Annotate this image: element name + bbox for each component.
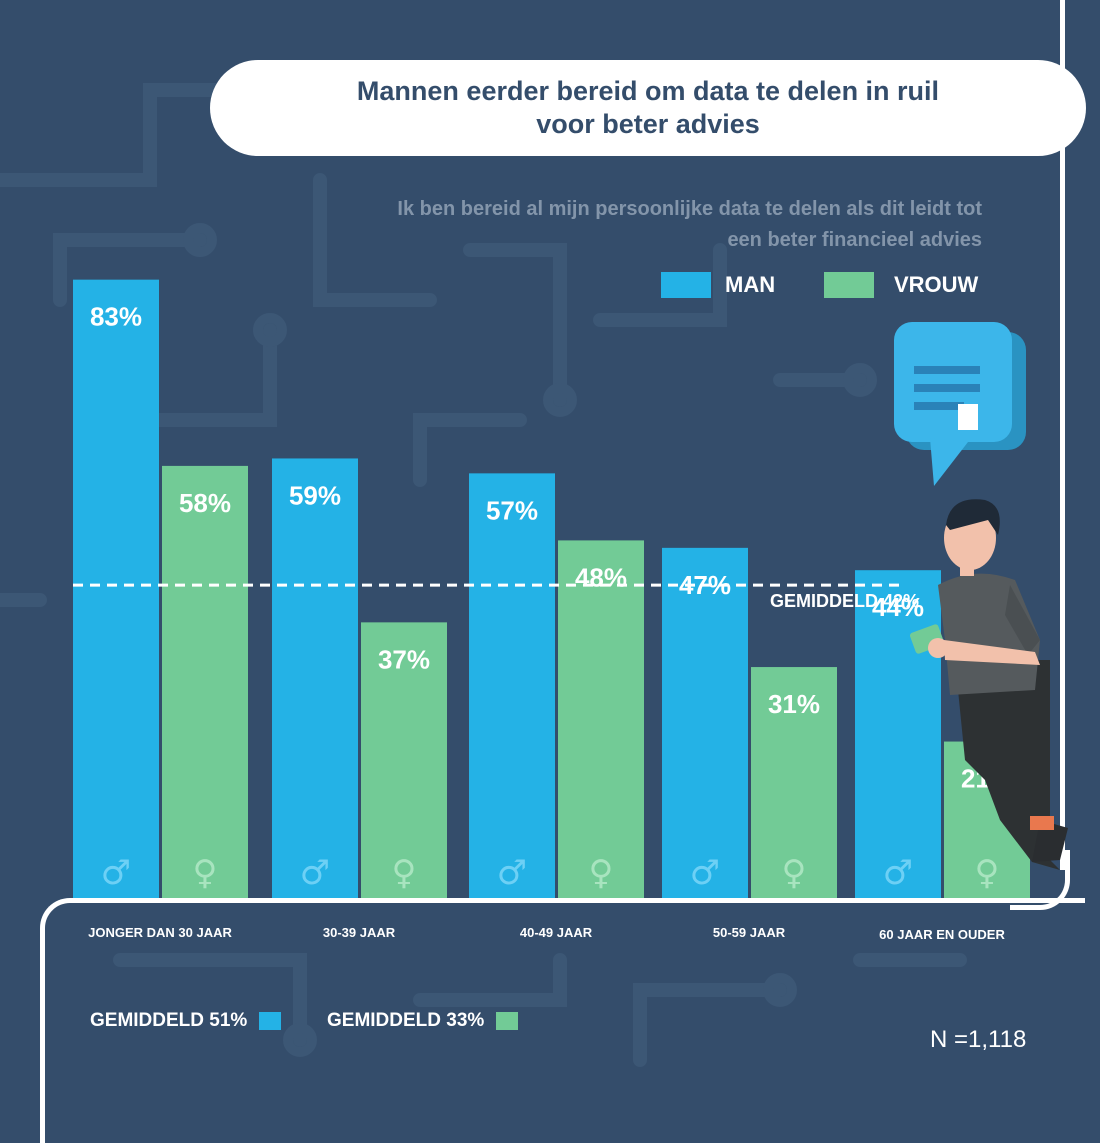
category-label-0: JONGER DAN 30 JAAR	[88, 925, 232, 940]
category-label-3: 50-59 JAAR	[713, 925, 786, 940]
legend-man-swatch	[661, 272, 711, 298]
bar-vrouw-3	[751, 667, 837, 898]
chart-subtitle: Ik ben bereid al mijn persoonlijke data …	[222, 194, 982, 256]
male-symbol-icon: ♂	[883, 853, 913, 893]
bar-man-2	[469, 473, 555, 898]
bar-chart: 83% ♂ 58% ♀ JONGER DAN 30 JAAR 59% ♂ 37% ♀ 30-39 …	[73, 279, 1068, 942]
sample-size: N =1,118	[930, 1026, 1027, 1053]
bar-man-4	[855, 570, 941, 898]
legend-man-label: MAN	[725, 272, 776, 297]
bar-vrouw-2	[558, 540, 644, 898]
male-symbol-icon: ♂	[101, 853, 131, 893]
female-symbol-icon: ♀	[782, 853, 807, 893]
bar-man-1	[272, 458, 358, 898]
chart-subtitle-line-1: Ik ben bereid al mijn persoonlijke data …	[397, 198, 982, 220]
title-banner: Mannen eerder bereid om data te delen in…	[210, 60, 1086, 156]
average-vrouw-swatch	[496, 1012, 519, 1030]
bar-man-0	[73, 279, 159, 898]
bottom-panel-frame	[40, 898, 1085, 1143]
frame-corner-curve	[1010, 850, 1070, 910]
legend-vrouw: VROUW	[824, 272, 978, 298]
male-symbol-icon: ♂	[300, 853, 330, 893]
bar-vrouw-1	[361, 622, 447, 898]
average-vrouw-label: GEMIDDELD 33%	[327, 1010, 485, 1031]
legend-vrouw-swatch	[824, 272, 874, 298]
person-illustration-icon	[909, 499, 1068, 870]
male-symbol-icon: ♂	[497, 853, 527, 893]
data-label-vrouw-0: 58%	[179, 488, 231, 518]
category-label-4: 60 JAAR EN OUDER	[879, 927, 1005, 942]
data-label-man-2: 57%	[486, 495, 538, 525]
chat-bubble-icon	[894, 322, 1026, 486]
category-label-1: 30-39 JAAR	[323, 925, 396, 940]
circuit-background	[0, 0, 1100, 1100]
data-label-man-4: 44%	[872, 592, 924, 622]
category-label-2: 40-49 JAAR	[520, 925, 593, 940]
chart-subtitle-line-2: een beter financieel advies	[727, 229, 982, 251]
male-symbol-icon: ♂	[690, 853, 720, 893]
chart-title-line-1: Mannen eerder bereid om data te delen in…	[356, 76, 940, 106]
data-label-man-1: 59%	[289, 480, 341, 510]
female-symbol-icon: ♀	[589, 853, 614, 893]
data-label-vrouw-3: 31%	[768, 689, 820, 719]
average-man-swatch	[259, 1012, 282, 1030]
legend-man: MAN	[661, 272, 775, 298]
data-label-vrouw-2: 48%	[575, 562, 627, 592]
average-man: GEMIDDELD 51%	[90, 1010, 282, 1032]
data-label-man-0: 83%	[90, 302, 142, 332]
chart-title-line-2: voor beter advies	[536, 109, 760, 139]
bar-vrouw-0	[162, 465, 248, 898]
female-symbol-icon: ♀	[975, 853, 1000, 893]
bar-man-3	[662, 547, 748, 898]
frame-right-line	[1060, 0, 1065, 870]
reference-line-label: GEMIDDELD 42%	[770, 591, 920, 611]
average-man-label: GEMIDDELD 51%	[90, 1010, 248, 1031]
legend-vrouw-label: VROUW	[894, 272, 979, 297]
data-label-vrouw-1: 37%	[378, 644, 430, 674]
average-vrouw: GEMIDDELD 33%	[327, 1010, 519, 1032]
female-symbol-icon: ♀	[193, 853, 218, 893]
female-symbol-icon: ♀	[392, 853, 417, 893]
